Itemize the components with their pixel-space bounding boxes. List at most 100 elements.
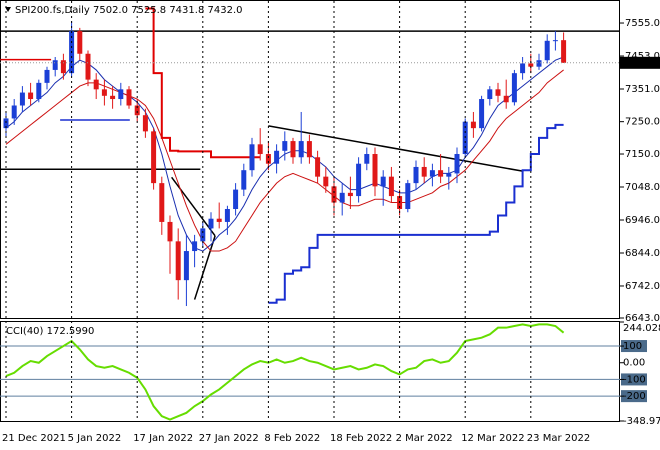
candle-body: [405, 183, 411, 210]
drawn-line: [193, 235, 216, 300]
y-tick-label: 6946.0: [625, 215, 660, 226]
cci-tick-label: 0.00: [623, 358, 645, 369]
candle-body: [183, 251, 189, 281]
candle-body: [306, 141, 312, 158]
candle-body: [561, 40, 567, 63]
x-tick-label: 23 Mar 2022: [527, 433, 590, 444]
candle-body: [487, 89, 493, 100]
cci-tick-label: -200: [623, 391, 646, 402]
candle-body: [159, 183, 165, 222]
candle-body: [503, 95, 509, 103]
candle-body: [454, 154, 460, 174]
candle-body: [11, 105, 17, 119]
candle-body: [372, 154, 378, 187]
candle-body: [101, 89, 107, 96]
chart-title: SPI200.fs,Daily 7502.0 7525.8 7431.8 743…: [15, 5, 242, 16]
candle-body: [52, 60, 58, 70]
cci-level-box: [621, 340, 647, 353]
candle-body: [323, 176, 329, 187]
candle-body: [413, 166, 419, 184]
x-tick-label: 18 Feb 2022: [330, 433, 392, 444]
candle-body: [257, 144, 263, 155]
x-tick-label: 17 Jan 2022: [133, 433, 193, 444]
candle-body: [233, 189, 239, 210]
candle-body: [3, 118, 9, 129]
candle-body: [85, 53, 91, 80]
candle-body: [265, 154, 271, 164]
cci-tick-label: 244.0283: [623, 323, 660, 334]
candle-body: [421, 166, 427, 177]
y-tick-label: 7250.0: [625, 117, 660, 128]
candle-body: [479, 99, 485, 129]
x-tick-label: 5 Jan 2022: [68, 433, 122, 444]
candle-body: [151, 131, 157, 184]
candle-body: [470, 121, 476, 129]
candle-body: [446, 173, 452, 177]
x-tick-label: 8 Feb 2022: [264, 433, 320, 444]
candle-body: [118, 89, 124, 100]
candle-body: [380, 176, 386, 187]
y-tick-label: 7555.0: [625, 18, 660, 29]
candle-body: [224, 209, 230, 222]
candle-body: [208, 218, 214, 229]
y-tick-label: 7453.0: [625, 51, 660, 62]
cci-level-box: [621, 390, 647, 403]
candle-body: [544, 40, 550, 61]
candle-body: [520, 63, 526, 74]
y-tick-label: 7048.0: [625, 182, 660, 193]
candle-body: [28, 92, 34, 100]
candle-body: [495, 89, 501, 96]
cci-tick-label: 100: [623, 341, 642, 352]
drawn-line: [171, 176, 216, 237]
cci-frame: [0, 321, 620, 422]
candle-body: [126, 89, 132, 106]
candle-body: [315, 157, 321, 177]
indicator-line: [268, 123, 564, 304]
last-price-label: 7432.0: [623, 58, 658, 69]
price-panel: [0, 7, 620, 307]
candle-body: [93, 79, 99, 90]
candle-body: [249, 144, 255, 171]
cci-panel: [0, 323, 620, 421]
candle-body: [19, 92, 25, 106]
candle-body: [192, 241, 198, 252]
cci-tick-label: -100: [623, 374, 646, 385]
candle-body: [241, 170, 247, 190]
candle-body: [282, 141, 288, 151]
drawn-line: [268, 125, 523, 172]
candle-body: [552, 40, 558, 42]
candle-body: [364, 154, 370, 164]
candle-body: [356, 163, 362, 197]
y-tick-label: 6742.0: [625, 281, 660, 292]
candle-body: [290, 141, 296, 158]
candle-body: [44, 69, 50, 83]
x-tick-label: 2 Mar 2022: [396, 433, 453, 444]
menu-arrow: [5, 7, 11, 12]
indicator-line: [145, 7, 261, 159]
indicator-line: [5, 69, 564, 252]
x-tick-label: 12 Mar 2022: [461, 433, 524, 444]
cci-level-box: [621, 373, 647, 386]
candle-body: [388, 176, 394, 197]
candle-body: [110, 95, 116, 100]
main-frame: [0, 0, 620, 319]
candle-body: [142, 115, 148, 132]
last-price-box: [620, 56, 660, 69]
cci-line: [5, 323, 565, 421]
candle-body: [339, 192, 345, 203]
cci-tick-label: -348.978: [623, 416, 660, 427]
candle-body: [200, 228, 206, 242]
y-tick-label: 7351.0: [625, 84, 660, 95]
candle-body: [167, 221, 173, 242]
candle-body: [216, 218, 222, 222]
candle-body: [347, 192, 353, 197]
candle-body: [536, 60, 542, 67]
cci-title: CCI(40) 172.5990: [6, 326, 94, 337]
x-tick-label: 21 Dec 2021: [2, 433, 66, 444]
candle-body: [298, 141, 304, 158]
candle-body: [36, 82, 42, 100]
candle-body: [77, 31, 83, 54]
candle-body: [511, 73, 517, 103]
candle-body: [274, 150, 280, 164]
